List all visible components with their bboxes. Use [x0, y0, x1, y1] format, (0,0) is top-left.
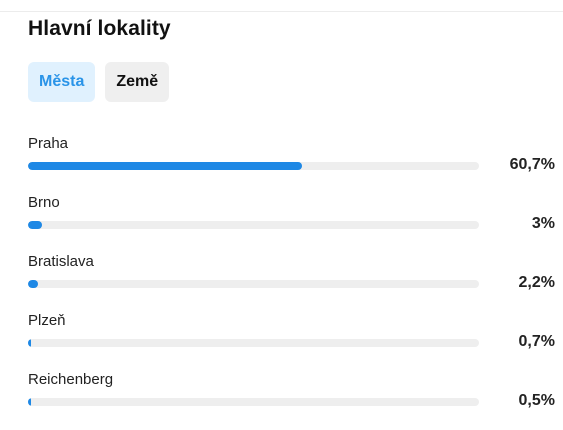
- location-name: Reichenberg: [28, 371, 114, 388]
- progress-fill: [28, 162, 302, 170]
- progress-track: [28, 280, 479, 288]
- list-item: Reichenberg 0,5%: [28, 371, 555, 430]
- location-tabs: Města Země: [28, 62, 170, 102]
- progress-fill: [28, 398, 31, 406]
- location-percentage: 60,7%: [509, 156, 555, 173]
- location-percentage: 0,5%: [518, 392, 555, 409]
- progress-track: [28, 339, 479, 347]
- list-item: Plzeň 0,7%: [28, 312, 555, 371]
- tab-countries[interactable]: Země: [105, 62, 170, 102]
- progress-track: [28, 162, 479, 170]
- progress-track: [28, 221, 479, 229]
- top-divider: [0, 11, 563, 12]
- list-item: Bratislava 2,2%: [28, 253, 555, 312]
- location-name: Brno: [28, 194, 60, 211]
- tab-cities[interactable]: Města: [28, 62, 96, 102]
- progress-fill: [28, 280, 38, 288]
- location-name: Plzeň: [28, 312, 66, 329]
- progress-fill: [28, 339, 32, 347]
- location-percentage: 0,7%: [518, 333, 555, 350]
- location-percentage: 2,2%: [518, 274, 555, 291]
- progress-track: [28, 398, 479, 406]
- list-item: Praha 60,7%: [28, 135, 555, 194]
- location-name: Bratislava: [28, 253, 94, 270]
- locations-list: Praha 60,7% Brno 3% Bratislava 2,2% Plze…: [28, 135, 555, 430]
- page-title: Hlavní lokality: [28, 17, 171, 40]
- list-item: Brno 3%: [28, 194, 555, 253]
- progress-fill: [28, 221, 42, 229]
- location-percentage: 3%: [531, 215, 555, 232]
- location-name: Praha: [28, 135, 69, 152]
